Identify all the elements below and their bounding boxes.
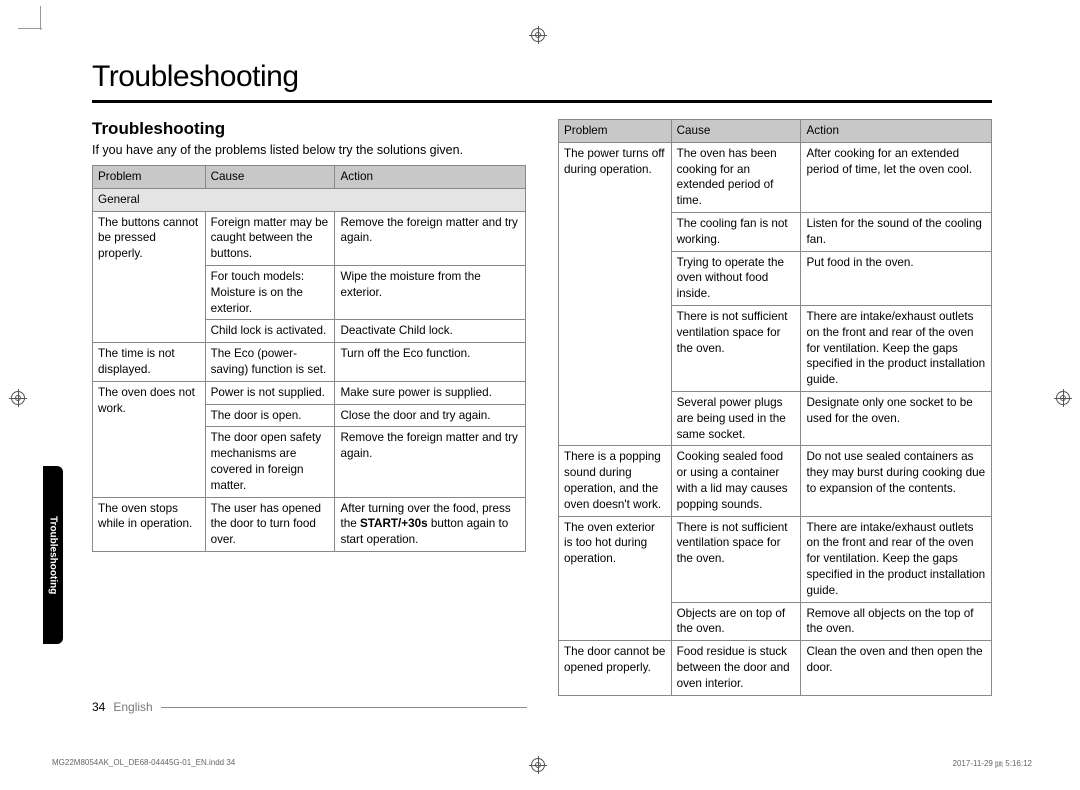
table-cell: Designate only one socket to be used for… — [801, 391, 992, 445]
table-cell: There is not sufficient ventilation spac… — [671, 516, 801, 602]
table-cell: The buttons cannot be pressed properly. — [93, 211, 206, 343]
table-cell: There is a popping sound during operatio… — [559, 446, 672, 516]
table-cell: The door open safety mechanisms are cove… — [205, 427, 335, 497]
table-cell: Deactivate Child lock. — [335, 320, 526, 343]
footer-rule — [161, 707, 527, 708]
language-label: English — [113, 700, 152, 714]
table-cell: Remove all objects on the top of the ove… — [801, 602, 992, 641]
title-rule — [92, 100, 992, 103]
table-cell: After turning over the food, press the S… — [335, 497, 526, 551]
table-cell: Wipe the moisture from the exterior. — [335, 265, 526, 319]
side-tab: Troubleshooting — [43, 466, 63, 644]
table-row: The oven stops while in operation.The us… — [93, 497, 526, 551]
table-cell: The Eco (power-saving) function is set. — [205, 343, 335, 382]
table-cell: After cooking for an extended period of … — [801, 142, 992, 212]
table-cell: Do not use sealed containers as they may… — [801, 446, 992, 516]
table-cell: The door is open. — [205, 404, 335, 427]
intro-text: If you have any of the problems listed b… — [92, 143, 526, 157]
page-content: Troubleshooting Troubleshooting If you h… — [92, 60, 992, 696]
table-cell: The power turns off during operation. — [559, 142, 672, 446]
table-cell: The door cannot be opened properly. — [559, 641, 672, 695]
table-cell: There is not sufficient ventilation spac… — [671, 305, 801, 391]
page-number: 34 — [92, 700, 105, 714]
table-row: The buttons cannot be pressed properly.F… — [93, 211, 526, 265]
page-footer: 34 English — [92, 700, 527, 714]
table-cell: Child lock is activated. — [205, 320, 335, 343]
imprint-left: MG22M8054AK_OL_DE68-04445G-01_EN.indd 34 — [52, 758, 235, 767]
table-cell: Trying to operate the oven without food … — [671, 251, 801, 305]
table-cell: Foreign matter may be caught between the… — [205, 211, 335, 265]
table-header: Cause — [671, 120, 801, 143]
table-row: There is a popping sound during operatio… — [559, 446, 992, 516]
right-column: ProblemCauseActionThe power turns off du… — [558, 119, 992, 696]
table-cell: General — [93, 188, 526, 211]
registration-mark-icon — [531, 758, 545, 772]
table-row: The oven exterior is too hot during oper… — [559, 516, 992, 602]
table-cell: The user has opened the door to turn foo… — [205, 497, 335, 551]
troubleshooting-table-right: ProblemCauseActionThe power turns off du… — [558, 119, 992, 696]
table-cell: Objects are on top of the oven. — [671, 602, 801, 641]
registration-mark-icon — [11, 391, 25, 405]
table-row: The door cannot be opened properly.Food … — [559, 641, 992, 695]
table-cell: Make sure power is supplied. — [335, 381, 526, 404]
table-cell: Remove the foreign matter and try again. — [335, 211, 526, 265]
table-cell: Remove the foreign matter and try again. — [335, 427, 526, 497]
table-cell: Put food in the oven. — [801, 251, 992, 305]
table-header: Problem — [559, 120, 672, 143]
table-row: The oven does not work.Power is not supp… — [93, 381, 526, 404]
table-cell: Cooking sealed food or using a container… — [671, 446, 801, 516]
table-header: Cause — [205, 166, 335, 189]
table-cell: Several power plugs are being used in th… — [671, 391, 801, 445]
table-row: The time is not displayed.The Eco (power… — [93, 343, 526, 382]
table-cell: The oven does not work. — [93, 381, 206, 497]
table-cell: The oven exterior is too hot during oper… — [559, 516, 672, 641]
section-heading: Troubleshooting — [92, 119, 526, 139]
table-cell: There are intake/exhaust outlets on the … — [801, 305, 992, 391]
table-cell: Listen for the sound of the cooling fan. — [801, 212, 992, 251]
registration-mark-icon — [1056, 391, 1070, 405]
table-row: The power turns off during operation.The… — [559, 142, 992, 212]
table-cell: Turn off the Eco function. — [335, 343, 526, 382]
table-cell: Close the door and try again. — [335, 404, 526, 427]
registration-mark-icon — [531, 28, 545, 42]
table-cell: The cooling fan is not working. — [671, 212, 801, 251]
troubleshooting-table-left: ProblemCauseActionGeneralThe buttons can… — [92, 165, 526, 552]
table-header: Problem — [93, 166, 206, 189]
table-cell: Clean the oven and then open the door. — [801, 641, 992, 695]
table-cell: Power is not supplied. — [205, 381, 335, 404]
page-title: Troubleshooting — [92, 60, 992, 94]
table-header: Action — [801, 120, 992, 143]
imprint-right: 2017-11-29 ㏘ 5:16:12 — [953, 758, 1032, 769]
table-header: Action — [335, 166, 526, 189]
table-cell: The time is not displayed. — [93, 343, 206, 382]
table-cell: The oven stops while in operation. — [93, 497, 206, 551]
table-cell: The oven has been cooking for an extende… — [671, 142, 801, 212]
table-cell: For touch models: Moisture is on the ext… — [205, 265, 335, 319]
table-cell: There are intake/exhaust outlets on the … — [801, 516, 992, 602]
table-cell: Food residue is stuck between the door a… — [671, 641, 801, 695]
left-column: Troubleshooting If you have any of the p… — [92, 119, 526, 696]
